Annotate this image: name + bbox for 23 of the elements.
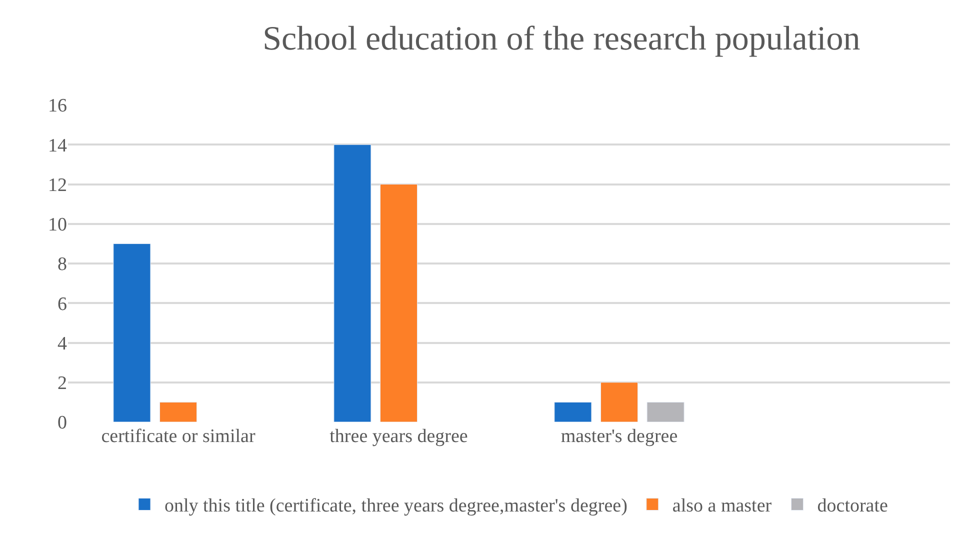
bar [334,144,372,422]
y-tick-label: 16 [48,96,67,117]
y-tick-label: 4 [58,333,68,354]
legend-label: doctorate [817,496,888,517]
y-tick-label: 12 [48,174,67,196]
bar [646,402,684,422]
bar [600,382,638,422]
bar [159,402,198,422]
x-tick-label: master's degree [560,426,678,447]
x-tick-label: three years degree [330,426,468,447]
bar [554,402,592,422]
y-tick-label: 14 [48,135,68,156]
y-tick-label: 0 [58,412,67,434]
x-tick-label: certificate or similar [101,426,256,447]
bar [113,243,151,422]
chart-title: School education of the research population [262,20,860,58]
y-tick-label: 10 [48,214,67,236]
bar [380,184,418,422]
legend-label: only this title (certificate, three years degree,master's degree) [164,496,628,517]
y-tick-label: 6 [58,294,67,315]
y-tick-label: 2 [58,373,67,394]
y-tick-label: 8 [58,254,67,276]
legend-label: also a master [672,496,772,517]
